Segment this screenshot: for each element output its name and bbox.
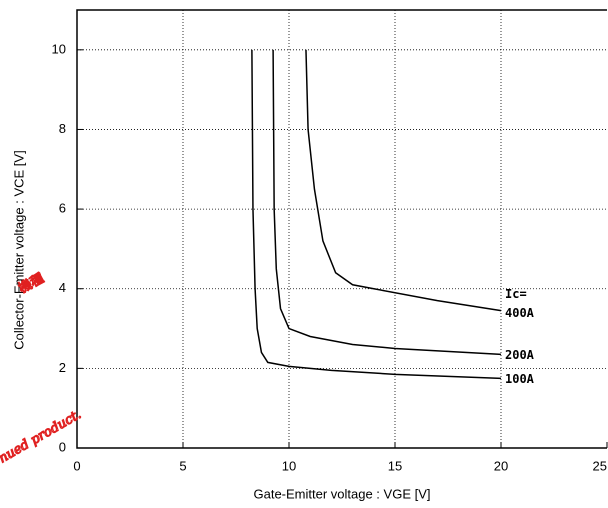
watermark: nued product. bbox=[0, 407, 84, 466]
series-label: 200A bbox=[505, 348, 535, 362]
y-tick-label: 4 bbox=[59, 280, 66, 295]
x-tick-label: 5 bbox=[179, 458, 186, 473]
series-line bbox=[251, 49, 502, 380]
y-axis-label: Collector-Emitter voltage : VCE [V] bbox=[11, 150, 26, 349]
x-tick-label: 0 bbox=[73, 458, 80, 473]
plot-frame bbox=[76, 9, 607, 449]
x-tick-label: 15 bbox=[388, 458, 402, 473]
y-tick-label: 8 bbox=[59, 121, 66, 136]
y-tick-label: 0 bbox=[59, 439, 66, 454]
series-label: 100A bbox=[505, 372, 535, 386]
x-tick-label: 25 bbox=[593, 458, 607, 473]
legend-title: Ic= bbox=[505, 287, 527, 301]
series-line bbox=[272, 49, 502, 356]
x-tick-label: 20 bbox=[494, 458, 508, 473]
x-tick-label: 10 bbox=[282, 458, 296, 473]
y-tick-label: 10 bbox=[52, 41, 66, 56]
series-line bbox=[305, 49, 502, 312]
y-tick-label: 6 bbox=[59, 201, 66, 216]
series-label: 400A bbox=[505, 306, 535, 320]
x-axis-label: Gate-Emitter voltage : VGE [V] bbox=[253, 486, 430, 501]
y-tick-label: 2 bbox=[59, 360, 66, 375]
